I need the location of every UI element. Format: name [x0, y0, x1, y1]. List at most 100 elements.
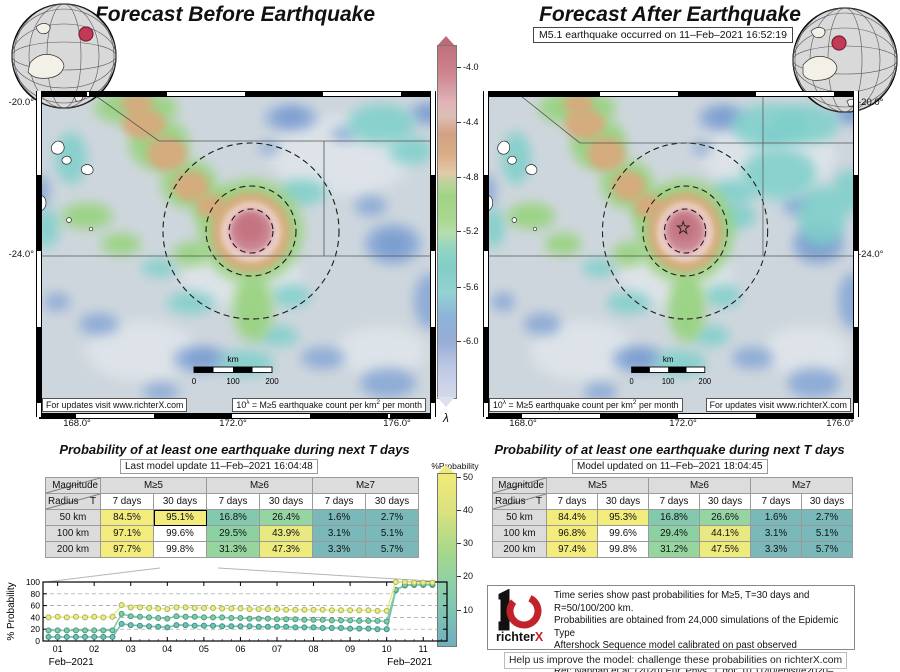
y-tick-label: 60	[31, 601, 41, 611]
series-point	[164, 615, 171, 622]
series-point	[136, 613, 143, 620]
series-point	[228, 615, 235, 621]
lon-label: 172.0°	[669, 418, 697, 429]
map-frame	[39, 413, 431, 419]
x-tick-label: 01	[53, 644, 63, 654]
series-point	[365, 617, 372, 624]
lat-label: -24.0°	[8, 249, 34, 260]
series-point	[200, 622, 207, 629]
probability-cell: 99.8%	[153, 541, 207, 558]
svg-text:0: 0	[629, 377, 633, 386]
map-frame	[39, 91, 431, 97]
series-point	[210, 614, 216, 621]
series-point	[356, 607, 363, 614]
prob-tick: 30	[457, 538, 473, 548]
series-point	[118, 620, 125, 627]
series-point	[173, 604, 180, 611]
footer-note: Help us improve the model: challenge the…	[504, 652, 848, 669]
updates-link-box: For updates visit www.richterX.com	[42, 398, 188, 412]
prob-tick: 50	[457, 472, 473, 482]
series-point	[374, 617, 381, 624]
series-point	[82, 633, 88, 640]
series-point	[63, 614, 70, 621]
map-scalebar: km 0 100 200	[629, 355, 711, 386]
sq-sup: 2	[632, 399, 637, 407]
probability-cell: 2.7%	[365, 509, 419, 526]
series-point	[255, 606, 262, 613]
series-point	[63, 627, 70, 634]
probability-colorbar: %Probability 50 40 30 20 10	[431, 461, 497, 663]
series-point	[374, 607, 381, 614]
series-point	[319, 616, 326, 623]
probability-cell: 1.6%	[750, 509, 802, 526]
radius-label: 50 km	[45, 509, 101, 526]
prob-table-before: Magnitude M≥5 M≥6 M≥7 Radius T 7 days 30 days 7 …	[45, 477, 419, 558]
t-days-header: 7 days	[750, 493, 802, 510]
series-point	[365, 607, 372, 614]
series-point	[347, 607, 354, 614]
x-axis-label-right: Feb–2021	[387, 657, 432, 668]
y-tick-label: 20	[31, 624, 41, 634]
probability-cell: 5.1%	[365, 525, 419, 542]
table-row: 200 km 97.7% 99.8% 31.3% 47.3% 3.3% 5.7%	[45, 541, 419, 558]
prob-title-after: Probability of at least one earthquake d…	[494, 442, 845, 457]
series-point	[338, 625, 344, 631]
series-point	[45, 614, 52, 621]
series-point	[301, 616, 308, 623]
corner-magnitude: Magnitude	[492, 477, 547, 494]
lon-label: 176.0°	[826, 418, 854, 429]
lambda-tick: -6.0	[457, 336, 479, 346]
count-text: 10	[236, 400, 247, 410]
table-row: 200 km 97.4% 99.8% 31.2% 47.5% 3.3% 5.7%	[492, 541, 853, 558]
t-days-header: 30 days	[259, 493, 313, 510]
map-after: km 0 100 200	[487, 95, 855, 415]
map-scalebar: km 0 100 200	[192, 354, 279, 386]
series-point	[200, 614, 207, 621]
series-point	[374, 626, 381, 633]
probability-cell: 3.1%	[312, 525, 366, 542]
y-tick-label: 0	[35, 636, 40, 646]
lambda-tick: -5.2	[457, 226, 479, 236]
series-point	[100, 627, 107, 634]
magnitude-group-header: M≥6	[648, 477, 751, 494]
map-frame	[430, 91, 436, 417]
series-point	[264, 615, 271, 622]
series-point	[383, 618, 390, 625]
series-point	[54, 633, 61, 640]
probability-cell: 47.5%	[699, 541, 751, 558]
lon-label: 168.0°	[63, 418, 91, 429]
series-point	[109, 627, 116, 634]
globe-inset-right	[792, 7, 898, 113]
t-days-header: 7 days	[312, 493, 366, 510]
series-point	[164, 624, 171, 631]
series-point	[82, 614, 88, 621]
lambda-label: λ	[443, 411, 449, 425]
series-point	[127, 622, 134, 629]
lambda-tick: -5.6	[457, 282, 479, 292]
epicenter-star	[676, 219, 691, 235]
series-point	[365, 625, 372, 632]
lon-label: 172.0°	[219, 418, 247, 429]
series-point	[347, 617, 354, 624]
series-point	[173, 622, 180, 629]
lon-label: 168.0°	[509, 418, 537, 429]
series-point	[109, 633, 116, 640]
probability-cell: 97.7%	[100, 541, 154, 558]
probability-cell: 31.3%	[206, 541, 260, 558]
count-text: per month	[636, 400, 679, 410]
x-tick-label: 11	[419, 644, 428, 654]
series-point	[146, 605, 152, 611]
series-point	[82, 627, 88, 634]
series-point	[72, 627, 79, 634]
table-row: 50 km 84.5% 95.1% 16.8% 26.4% 1.6% 2.7%	[45, 509, 419, 526]
series-point	[72, 633, 79, 640]
magnitude-group-header: M≥5	[546, 477, 649, 494]
lambda-sup: λ	[246, 399, 250, 407]
series-point	[91, 633, 98, 640]
table-row: 100 km 96.8% 99.6% 29.4% 44.1% 3.1% 5.1%	[492, 525, 853, 542]
magnitude-group-header: M≥5	[100, 477, 207, 494]
series-point	[383, 607, 390, 614]
series-point	[255, 623, 262, 630]
magnitude-group-header: M≥6	[206, 477, 313, 494]
series-point	[328, 625, 335, 631]
